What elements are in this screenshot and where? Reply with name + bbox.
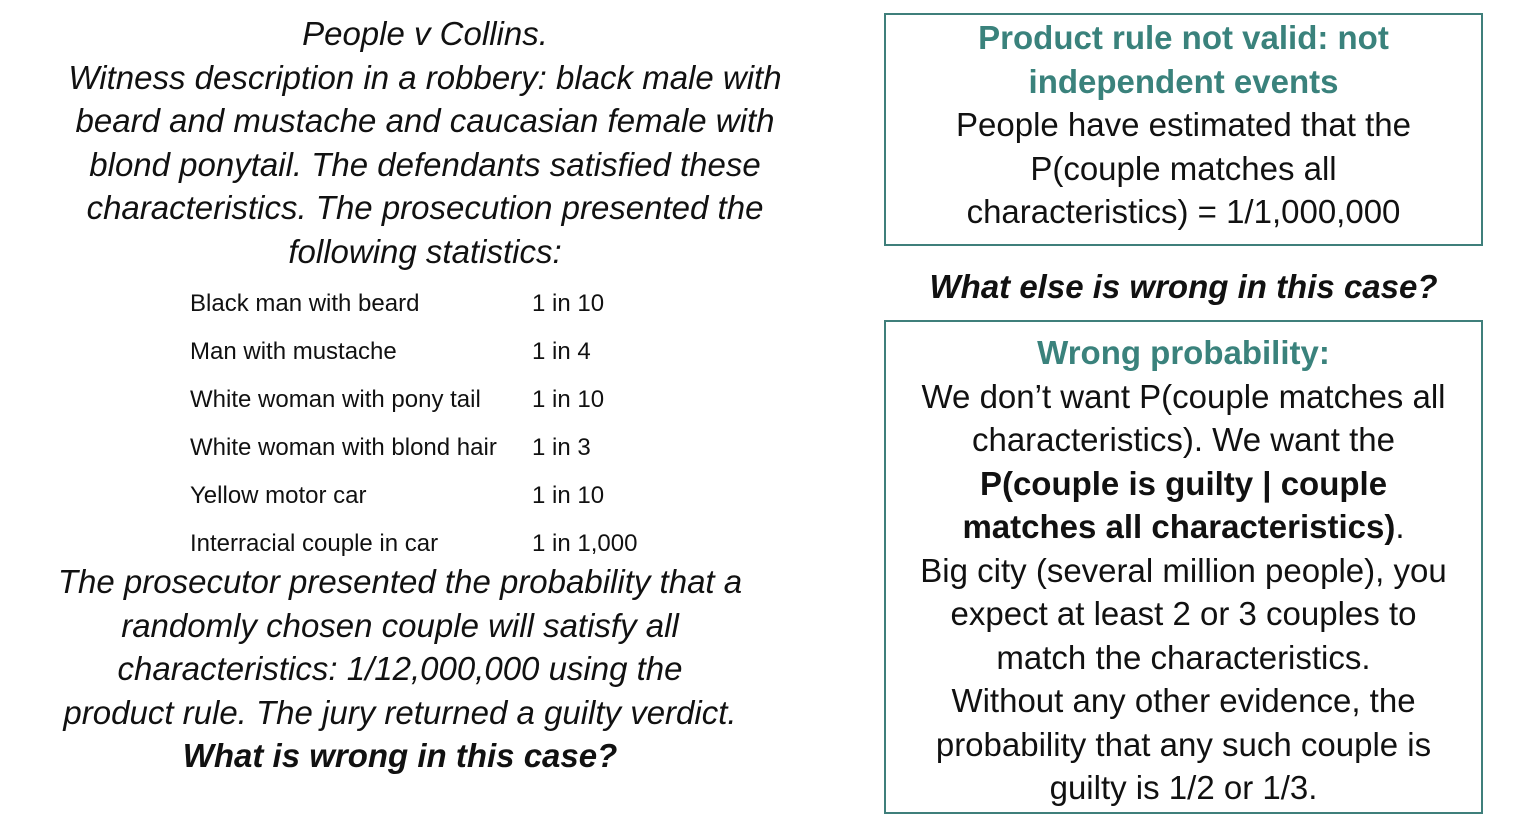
stat-value: 1 in 10 [532, 290, 605, 317]
intro-line: characteristics. The prosecution present… [86, 189, 764, 226]
stat-label: White woman with pony tail [190, 386, 481, 413]
conclusion-line: randomly chosen couple will satisfy all [121, 606, 679, 644]
stat-label: White woman with blond hair [190, 434, 497, 461]
table-row: Man with mustache 1 in 4 [190, 328, 710, 376]
stat-label: Yellow motor car [190, 482, 367, 509]
middle-question: What else is wrong in this case? [929, 268, 1438, 305]
box-body-line: People have estimated that the [956, 106, 1411, 143]
statistics-table: Black man with beard 1 in 10 Man with mu… [190, 280, 710, 568]
box-body-line: probability that any such couple is [935, 725, 1432, 763]
table-row: Black man with beard 1 in 10 [190, 280, 710, 328]
intro-line: beard and mustache and caucasian female … [75, 102, 775, 139]
case-intro: People v Collins. Witness description in… [0, 12, 850, 273]
emphasis-period: . [1395, 508, 1405, 545]
emphasis-line-wrap: matches all characteristics). [886, 505, 1481, 549]
box-title-line: independent events [1028, 62, 1339, 100]
intro-line: following statistics: [288, 232, 562, 270]
box-body-line: P(couple matches all [1030, 149, 1337, 187]
stat-label: Interracial couple in car [190, 530, 439, 557]
stat-value: 1 in 10 [532, 386, 605, 413]
stat-value: 1 in 1,000 [532, 530, 638, 557]
conclusion-line: product rule. The jury returned a guilty… [63, 693, 737, 731]
stat-value: 1 in 3 [532, 434, 591, 461]
stat-value: 1 in 4 [532, 338, 591, 365]
conclusion-line: characteristics: 1/12,000,000 using the [117, 650, 683, 687]
table-row: Yellow motor car 1 in 10 [190, 472, 710, 520]
box-body-line: characteristics). We want the [971, 421, 1396, 458]
box-body-line: guilty is 1/2 or 1/3. [1049, 769, 1318, 806]
left-question: What is wrong in this case? [182, 737, 618, 774]
box-body-line: expect at least 2 or 3 couples to [950, 595, 1417, 632]
box-body-line: Without any other evidence, the [951, 682, 1416, 719]
box-body-line: characteristics) = 1/1,000,000 [966, 193, 1401, 230]
box-body-line: Big city (several million people), you [920, 551, 1447, 589]
box-title: Wrong probability: [1037, 334, 1330, 371]
stat-value: 1 in 10 [532, 482, 605, 509]
box-body-line: match the characteristics. [996, 638, 1371, 676]
stat-label: Man with mustache [190, 338, 397, 365]
intro-line: Witness description in a robbery: black … [68, 58, 782, 96]
left-column: People v Collins. Witness description in… [0, 12, 850, 273]
table-row: Interracial couple in car 1 in 1,000 [190, 520, 710, 568]
emphasis-text: matches all characteristics) [962, 508, 1396, 545]
box-title-line: Product rule not valid: not [978, 19, 1389, 56]
conclusion-line: The prosecutor presented the probability… [57, 563, 743, 600]
intro-line: blond ponytail. The defendants satisfied… [89, 145, 761, 183]
stat-label: Black man with beard [190, 290, 420, 317]
table-row: White woman with blond hair 1 in 3 [190, 424, 710, 472]
emphasis-line: P(couple is guilty | couple [979, 464, 1388, 502]
table-row: White woman with pony tail 1 in 10 [190, 376, 710, 424]
wrong-probability-box: Wrong probability: We don’t want P(coupl… [884, 320, 1483, 814]
case-title: People v Collins. [302, 15, 548, 52]
product-rule-box: Product rule not valid: not independent … [884, 13, 1483, 246]
case-conclusion: The prosecutor presented the probability… [0, 560, 800, 778]
box-body-line: We don’t want P(couple matches all [921, 377, 1446, 415]
